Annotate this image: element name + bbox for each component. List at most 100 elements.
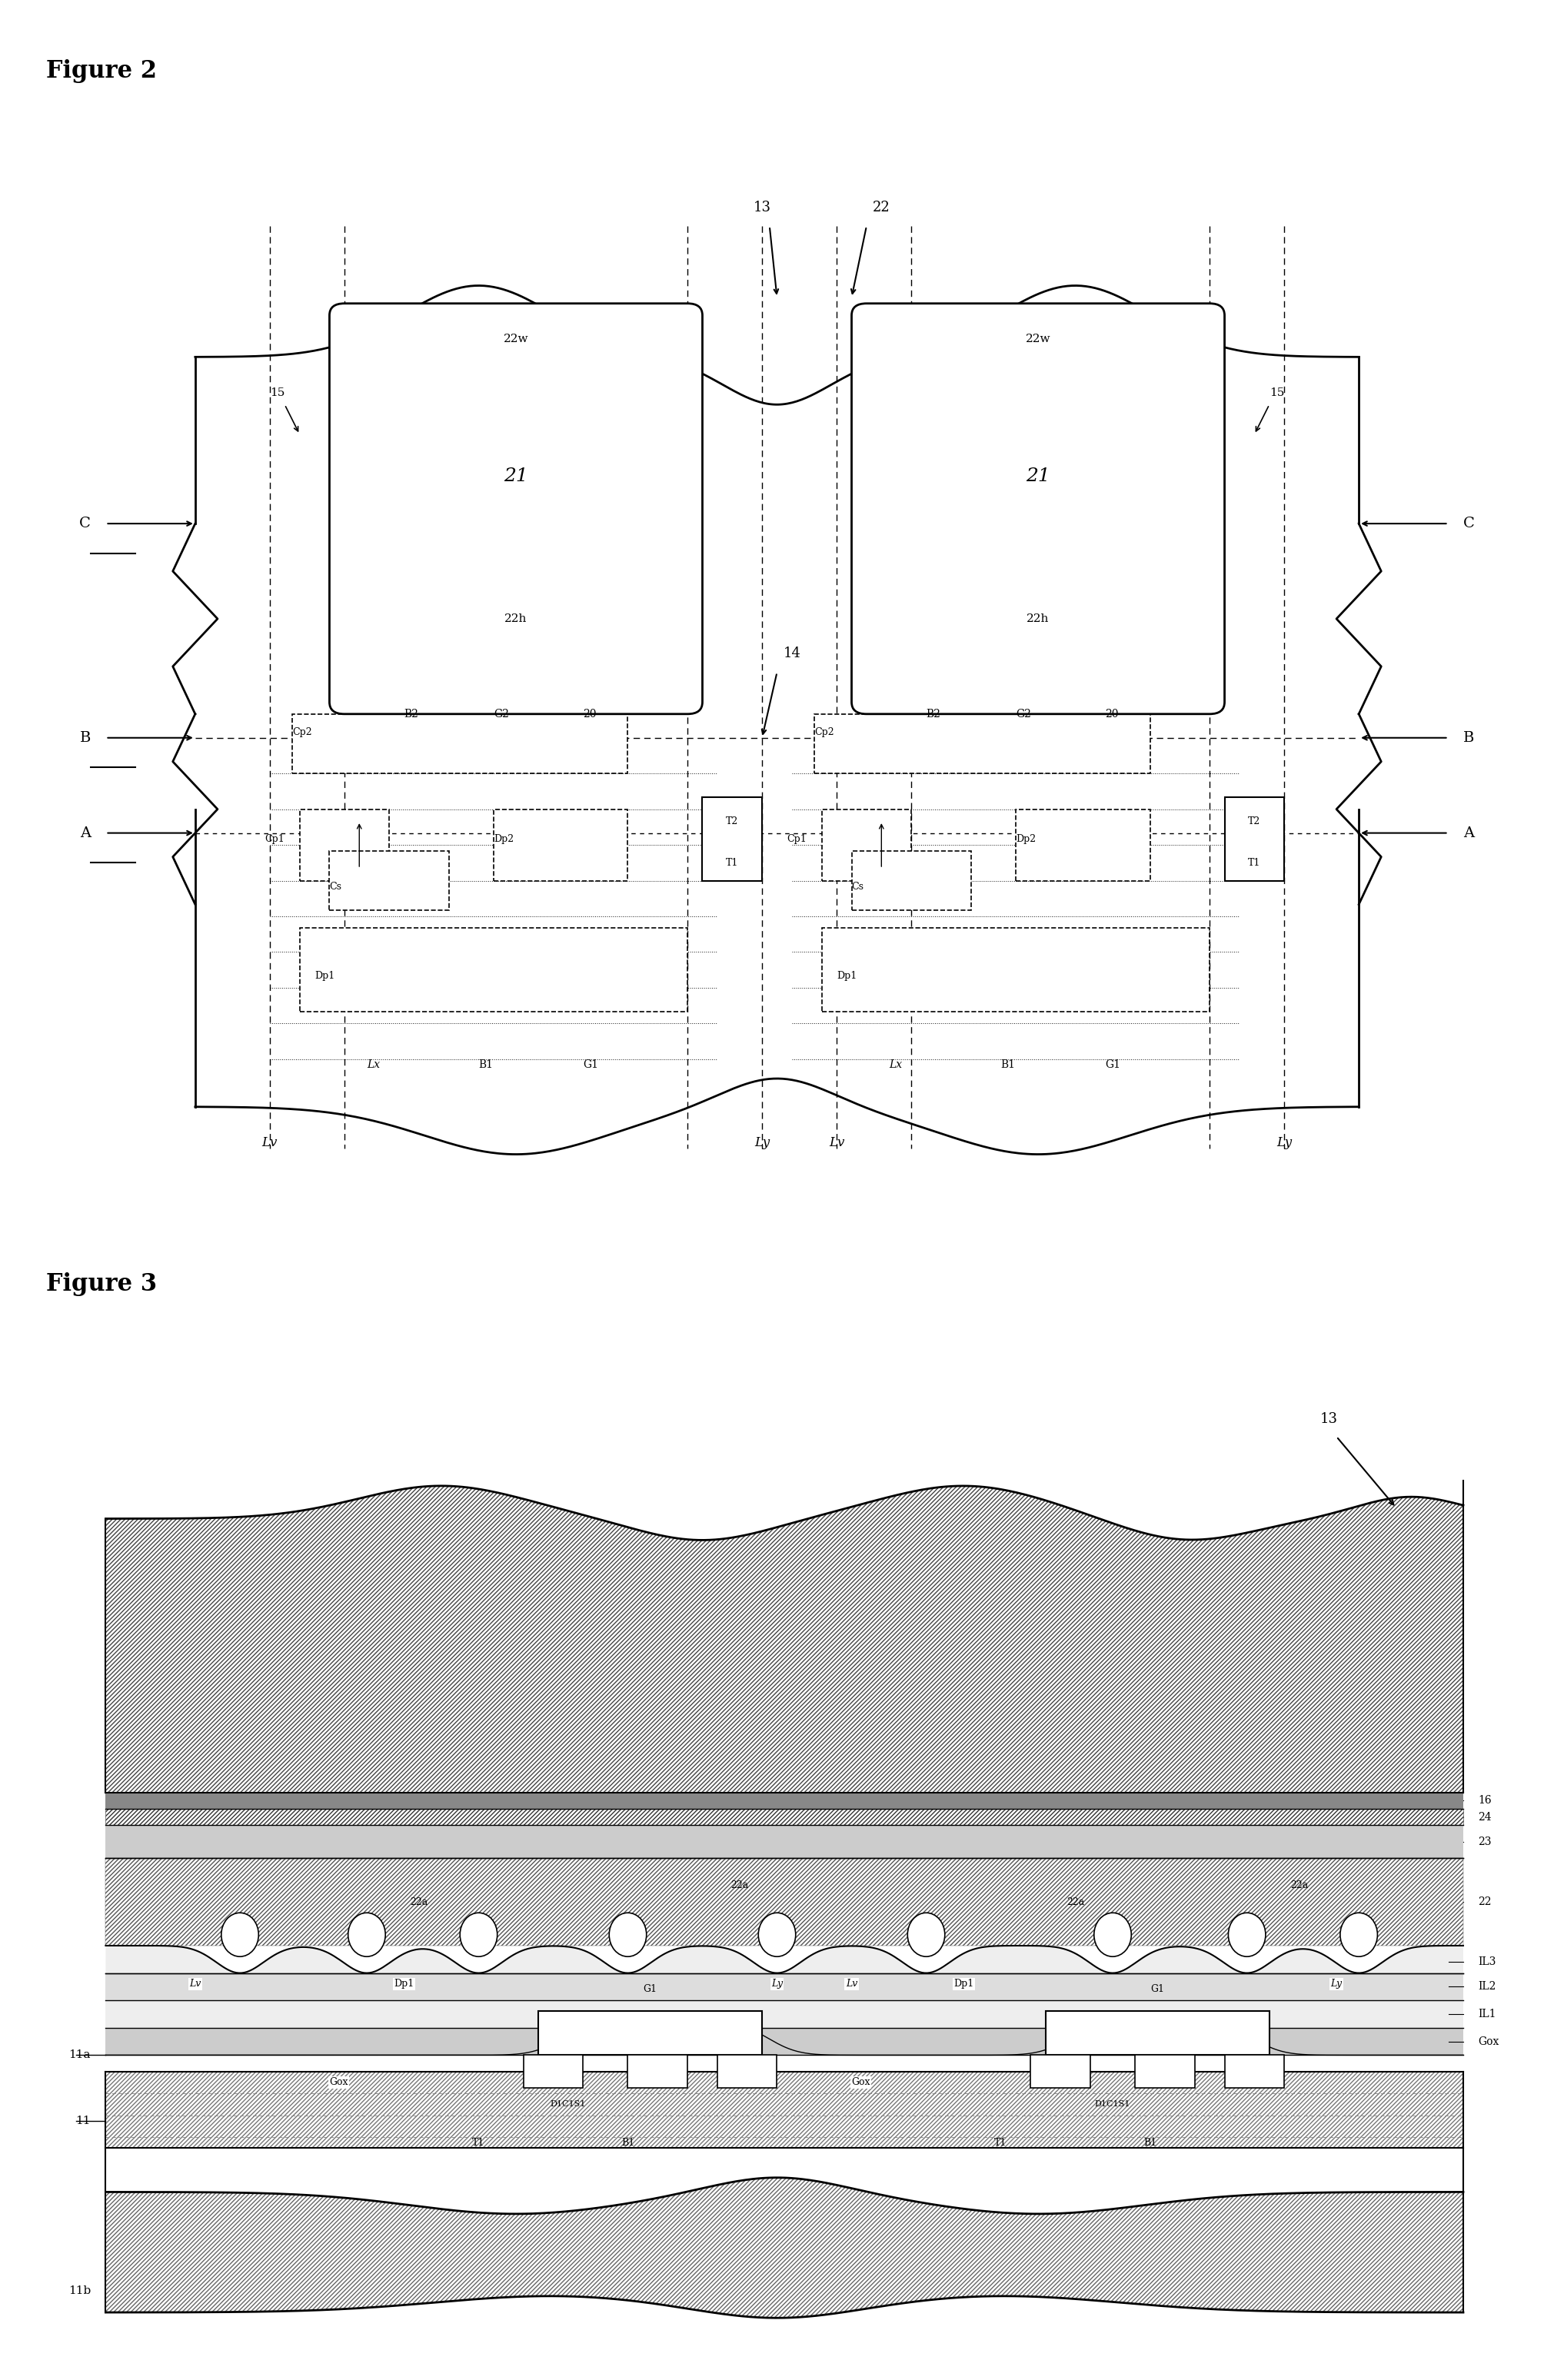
Text: IL2: IL2 xyxy=(1478,1980,1497,1992)
Text: 16: 16 xyxy=(1478,1795,1492,1806)
Ellipse shape xyxy=(1340,1914,1377,1956)
Text: 14: 14 xyxy=(783,647,800,662)
Text: Gox: Gox xyxy=(1478,2035,1500,2047)
Text: G1: G1 xyxy=(1150,1985,1164,1994)
Text: Lx: Lx xyxy=(889,1059,901,1071)
Text: 13: 13 xyxy=(1321,1411,1338,1426)
Text: Cs: Cs xyxy=(329,881,342,892)
Text: Lv: Lv xyxy=(845,1980,858,1990)
Text: 22a: 22a xyxy=(1290,1880,1308,1890)
Text: 21: 21 xyxy=(1026,466,1051,486)
Text: B1: B1 xyxy=(479,1059,493,1071)
Text: Cp2: Cp2 xyxy=(292,726,312,738)
Bar xyxy=(1046,2011,1270,2054)
Text: 24: 24 xyxy=(1478,1811,1492,1823)
Ellipse shape xyxy=(460,1914,497,1956)
Text: 22a: 22a xyxy=(730,1880,749,1890)
Bar xyxy=(292,714,628,774)
Text: Lv: Lv xyxy=(263,1135,278,1150)
Text: B1: B1 xyxy=(622,2137,634,2147)
FancyBboxPatch shape xyxy=(329,302,702,714)
Text: 20: 20 xyxy=(1105,709,1119,719)
Text: T2: T2 xyxy=(1248,816,1260,826)
Text: 22: 22 xyxy=(873,200,890,214)
Text: IL3: IL3 xyxy=(1478,1956,1497,1968)
Text: Figure 3: Figure 3 xyxy=(47,1273,157,1297)
Bar xyxy=(538,2011,761,2054)
Text: B: B xyxy=(79,731,90,745)
Bar xyxy=(1134,2054,1195,2087)
Bar xyxy=(852,850,971,909)
Text: T2: T2 xyxy=(726,816,738,826)
Ellipse shape xyxy=(348,1914,385,1956)
Bar xyxy=(300,928,687,1011)
Text: 15: 15 xyxy=(1270,388,1284,397)
Bar xyxy=(1046,2011,1270,2054)
Bar xyxy=(524,2054,583,2087)
FancyBboxPatch shape xyxy=(852,302,1225,714)
Text: Ly: Ly xyxy=(1276,1135,1291,1150)
Bar xyxy=(1030,2054,1091,2087)
Bar xyxy=(814,714,1150,774)
Text: 11b: 11b xyxy=(68,2285,90,2297)
Text: Gox: Gox xyxy=(329,2078,348,2087)
Text: T1: T1 xyxy=(1248,857,1260,869)
Text: G1: G1 xyxy=(1105,1059,1120,1071)
Text: D1C1S1: D1C1S1 xyxy=(550,2102,586,2109)
Text: A: A xyxy=(1464,826,1475,840)
Bar xyxy=(538,2011,761,2054)
Text: 22w: 22w xyxy=(1026,333,1051,345)
Text: B2: B2 xyxy=(926,709,940,719)
Text: C: C xyxy=(1464,516,1475,531)
Bar xyxy=(524,2054,583,2087)
Text: Lv: Lv xyxy=(828,1135,844,1150)
Text: B2: B2 xyxy=(404,709,418,719)
Text: B1: B1 xyxy=(1001,1059,1015,1071)
Bar xyxy=(718,2054,777,2087)
Text: Dp1: Dp1 xyxy=(395,1980,413,1990)
Text: Dp1: Dp1 xyxy=(836,971,856,981)
Text: 11: 11 xyxy=(76,2116,90,2125)
Ellipse shape xyxy=(609,1914,646,1956)
Text: G2: G2 xyxy=(1016,709,1030,719)
Text: Dp1: Dp1 xyxy=(954,1980,973,1990)
Ellipse shape xyxy=(1228,1914,1265,1956)
Text: T1: T1 xyxy=(995,2137,1007,2147)
Text: 21: 21 xyxy=(503,466,528,486)
Text: 22w: 22w xyxy=(503,333,528,345)
Text: Gox: Gox xyxy=(852,2078,870,2087)
Bar xyxy=(329,850,449,909)
Text: Dp1: Dp1 xyxy=(314,971,334,981)
Text: G1: G1 xyxy=(583,1059,598,1071)
Bar xyxy=(1016,809,1150,881)
Text: 20: 20 xyxy=(583,709,597,719)
Bar xyxy=(494,809,628,881)
Text: IL1: IL1 xyxy=(1478,2009,1497,2021)
Text: 11a: 11a xyxy=(68,2049,90,2061)
Text: 13: 13 xyxy=(754,200,771,214)
Text: Cp1: Cp1 xyxy=(264,833,284,845)
Text: 22h: 22h xyxy=(1027,614,1049,624)
Text: Cp1: Cp1 xyxy=(786,833,807,845)
Bar xyxy=(1030,2054,1091,2087)
Text: G1: G1 xyxy=(643,1985,657,1994)
Text: Cs: Cs xyxy=(852,881,864,892)
Text: Dp2: Dp2 xyxy=(494,833,514,845)
Text: 22h: 22h xyxy=(505,614,527,624)
Text: G2: G2 xyxy=(494,709,508,719)
Text: Figure 2: Figure 2 xyxy=(47,60,157,83)
Text: 22a: 22a xyxy=(1066,1897,1085,1906)
Text: Cp2: Cp2 xyxy=(814,726,834,738)
Bar xyxy=(1225,797,1284,881)
Text: 15: 15 xyxy=(270,388,284,397)
Bar xyxy=(300,809,388,881)
Bar xyxy=(628,2054,687,2087)
Text: 22a: 22a xyxy=(410,1897,427,1906)
Text: Dp2: Dp2 xyxy=(1016,833,1037,845)
Bar xyxy=(702,797,761,881)
Text: A: A xyxy=(79,826,90,840)
Bar xyxy=(718,2054,777,2087)
Text: Ly: Ly xyxy=(771,1980,783,1990)
Text: T1: T1 xyxy=(726,857,738,869)
Ellipse shape xyxy=(1094,1914,1131,1956)
